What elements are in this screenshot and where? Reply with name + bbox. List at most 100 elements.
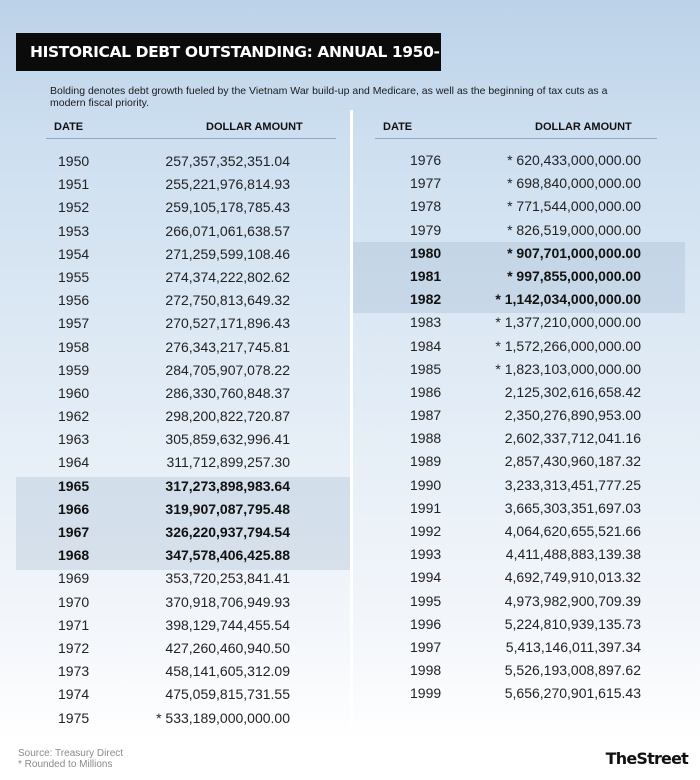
row-amount: 259,105,178,785.43 [165, 199, 290, 216]
row-date: 1983 [410, 314, 442, 331]
table-row: 1995 4,973,982,900,709.39 [375, 590, 665, 613]
table-row: 1970 370,918,706,949.93 [46, 591, 336, 614]
row-amount: * 826,519,000,000.00 [507, 221, 641, 238]
row-amount: 276,343,217,745.81 [165, 338, 290, 355]
table-row: 1951 255,221,976,814.93 [46, 173, 336, 196]
row-amount: 274,374,222,802.62 [165, 268, 290, 285]
table-row: 1992 4,064,620,655,521.66 [375, 520, 665, 543]
row-amount: 2,350,276,890,953.00 [504, 407, 641, 424]
table-row: 1989 2,857,430,960,187.32 [375, 450, 665, 473]
header-date: DATE [383, 121, 413, 133]
row-date: 1998 [410, 662, 442, 679]
row-date: 1967 [58, 524, 90, 540]
table-row: 1977 * 698,840,000,000.00 [375, 172, 665, 195]
table-row: 1996 5,224,810,939,135.73 [375, 613, 665, 636]
row-amount: 305,859,632,996.41 [165, 431, 290, 448]
right-table-header: DATE DOLLAR AMOUNT [375, 118, 657, 139]
source-note: Source: Treasury Direct [18, 748, 124, 759]
row-date: 1954 [58, 245, 90, 262]
row-amount: 326,220,937,794.54 [165, 524, 290, 540]
row-amount: 427,260,460,940.50 [165, 639, 290, 656]
row-amount: 353,720,253,841.41 [165, 570, 290, 587]
row-date: 1979 [410, 221, 442, 238]
row-date: 1996 [410, 615, 442, 632]
row-amount: 266,071,061,638.57 [165, 222, 290, 239]
row-amount: 347,578,406,425.88 [165, 547, 290, 564]
row-amount: 5,526,193,008,897.62 [504, 662, 641, 679]
row-amount: 298,200,822,720.87 [165, 408, 290, 425]
row-amount: 475,059,815,731.55 [165, 686, 290, 703]
table-row: 1957 270,527,171,896.43 [46, 312, 336, 335]
table-row: 1952 259,105,178,785.43 [46, 196, 336, 219]
row-amount: 257,357,352,351.04 [165, 153, 290, 169]
table-row: 1959 284,705,907,078.22 [46, 359, 336, 382]
row-amount: * 907,701,000,000.00 [507, 244, 641, 261]
row-date: 1989 [410, 453, 442, 470]
row-amount: 2,125,302,616,658.42 [504, 383, 641, 400]
row-date: 1988 [410, 430, 442, 447]
row-date: 1990 [410, 476, 442, 493]
table-row: 1958 276,343,217,745.81 [46, 336, 336, 359]
table-row: 1978 * 771,544,000,000.00 [375, 195, 665, 218]
table-row: 1962 298,200,822,720.87 [46, 405, 336, 428]
row-amount: 5,413,146,011,397.34 [505, 638, 641, 655]
row-amount: 4,692,749,910,013.32 [504, 569, 641, 586]
row-amount: 398,129,744,455.54 [165, 616, 290, 633]
row-amount: 2,602,337,712,041.16 [504, 430, 641, 447]
row-date: 1953 [58, 222, 90, 239]
row-amount: * 771,544,000,000.00 [507, 198, 641, 215]
row-amount: 458,141,605,312.09 [165, 663, 290, 680]
table-row: 1988 2,602,337,712,041.16 [375, 427, 665, 450]
row-date: 1957 [58, 315, 90, 332]
row-date: 1964 [58, 454, 90, 471]
row-date: 1986 [410, 383, 442, 400]
left-table-header: DATE DOLLAR AMOUNT [46, 118, 336, 139]
row-date: 1972 [58, 639, 90, 656]
page-title: HISTORICAL DEBT OUTSTANDING: ANNUAL 1950… [16, 33, 441, 71]
row-amount: 255,221,976,814.93 [165, 176, 290, 193]
row-date: 1976 [410, 152, 442, 168]
row-amount: 311,712,899,257.30 [166, 454, 290, 471]
row-date: 1951 [58, 176, 90, 193]
row-amount: * 1,572,266,000,000.00 [495, 337, 641, 354]
table-row: 1969 353,720,253,841.41 [46, 567, 336, 590]
row-amount: 370,918,706,949.93 [165, 593, 290, 610]
row-amount: 270,527,171,896.43 [165, 315, 290, 332]
highlight-band-left [16, 477, 350, 570]
row-date: 1984 [410, 337, 442, 354]
table-row: 1982 * 1,142,034,000,000.00 [375, 288, 665, 311]
row-amount: 286,330,760,848.37 [165, 384, 290, 401]
row-amount: 317,273,898,983.64 [165, 477, 290, 494]
row-date: 1966 [58, 500, 90, 517]
row-date: 1994 [410, 569, 442, 586]
table-row: 1993 4,411,488,883,139.38 [375, 543, 665, 566]
table-row: 1971 398,129,744,455.54 [46, 614, 336, 637]
table-row: 1979 * 826,519,000,000.00 [375, 219, 665, 242]
row-amount: 2,857,430,960,187.32 [504, 453, 641, 470]
table-row: 1983 * 1,377,210,000,000.00 [375, 311, 665, 334]
table-row: 1987 2,350,276,890,953.00 [375, 404, 665, 427]
subtitle: Bolding denotes debt growth fueled by th… [50, 85, 608, 109]
row-date: 1969 [58, 570, 90, 587]
table-row: 1972 427,260,460,940.50 [46, 637, 336, 660]
row-amount: * 1,823,103,000,000.00 [495, 360, 641, 377]
table-row: 1985 * 1,823,103,000,000.00 [375, 358, 665, 381]
table-row: 1976 * 620,433,000,000.00 [375, 149, 665, 172]
table-row: 1954 271,259,599,108.46 [46, 243, 336, 266]
row-date: 1985 [410, 360, 442, 377]
row-amount: 271,259,599,108.46 [165, 245, 290, 262]
row-date: 1978 [410, 198, 442, 215]
highlight-band-right [353, 242, 685, 313]
table-row: 1991 3,665,303,351,697.03 [375, 497, 665, 520]
row-amount: 4,064,620,655,521.66 [504, 523, 641, 539]
table-row: 1994 4,692,749,910,013.32 [375, 566, 665, 589]
row-date: 1981 [410, 267, 442, 284]
table-row: 1998 5,526,193,008,897.62 [375, 659, 665, 682]
row-date: 1963 [58, 431, 90, 448]
row-amount: 4,411,488,883,139.38 [505, 546, 641, 563]
table-row: 1999 5,656,270,901,615.43 [375, 682, 665, 705]
row-date: 1999 [410, 685, 442, 702]
row-date: 1970 [58, 593, 90, 610]
row-date: 1956 [58, 292, 90, 309]
right-table: DATE DOLLAR AMOUNT 1976 * 620,433,000,000… [375, 118, 665, 701]
